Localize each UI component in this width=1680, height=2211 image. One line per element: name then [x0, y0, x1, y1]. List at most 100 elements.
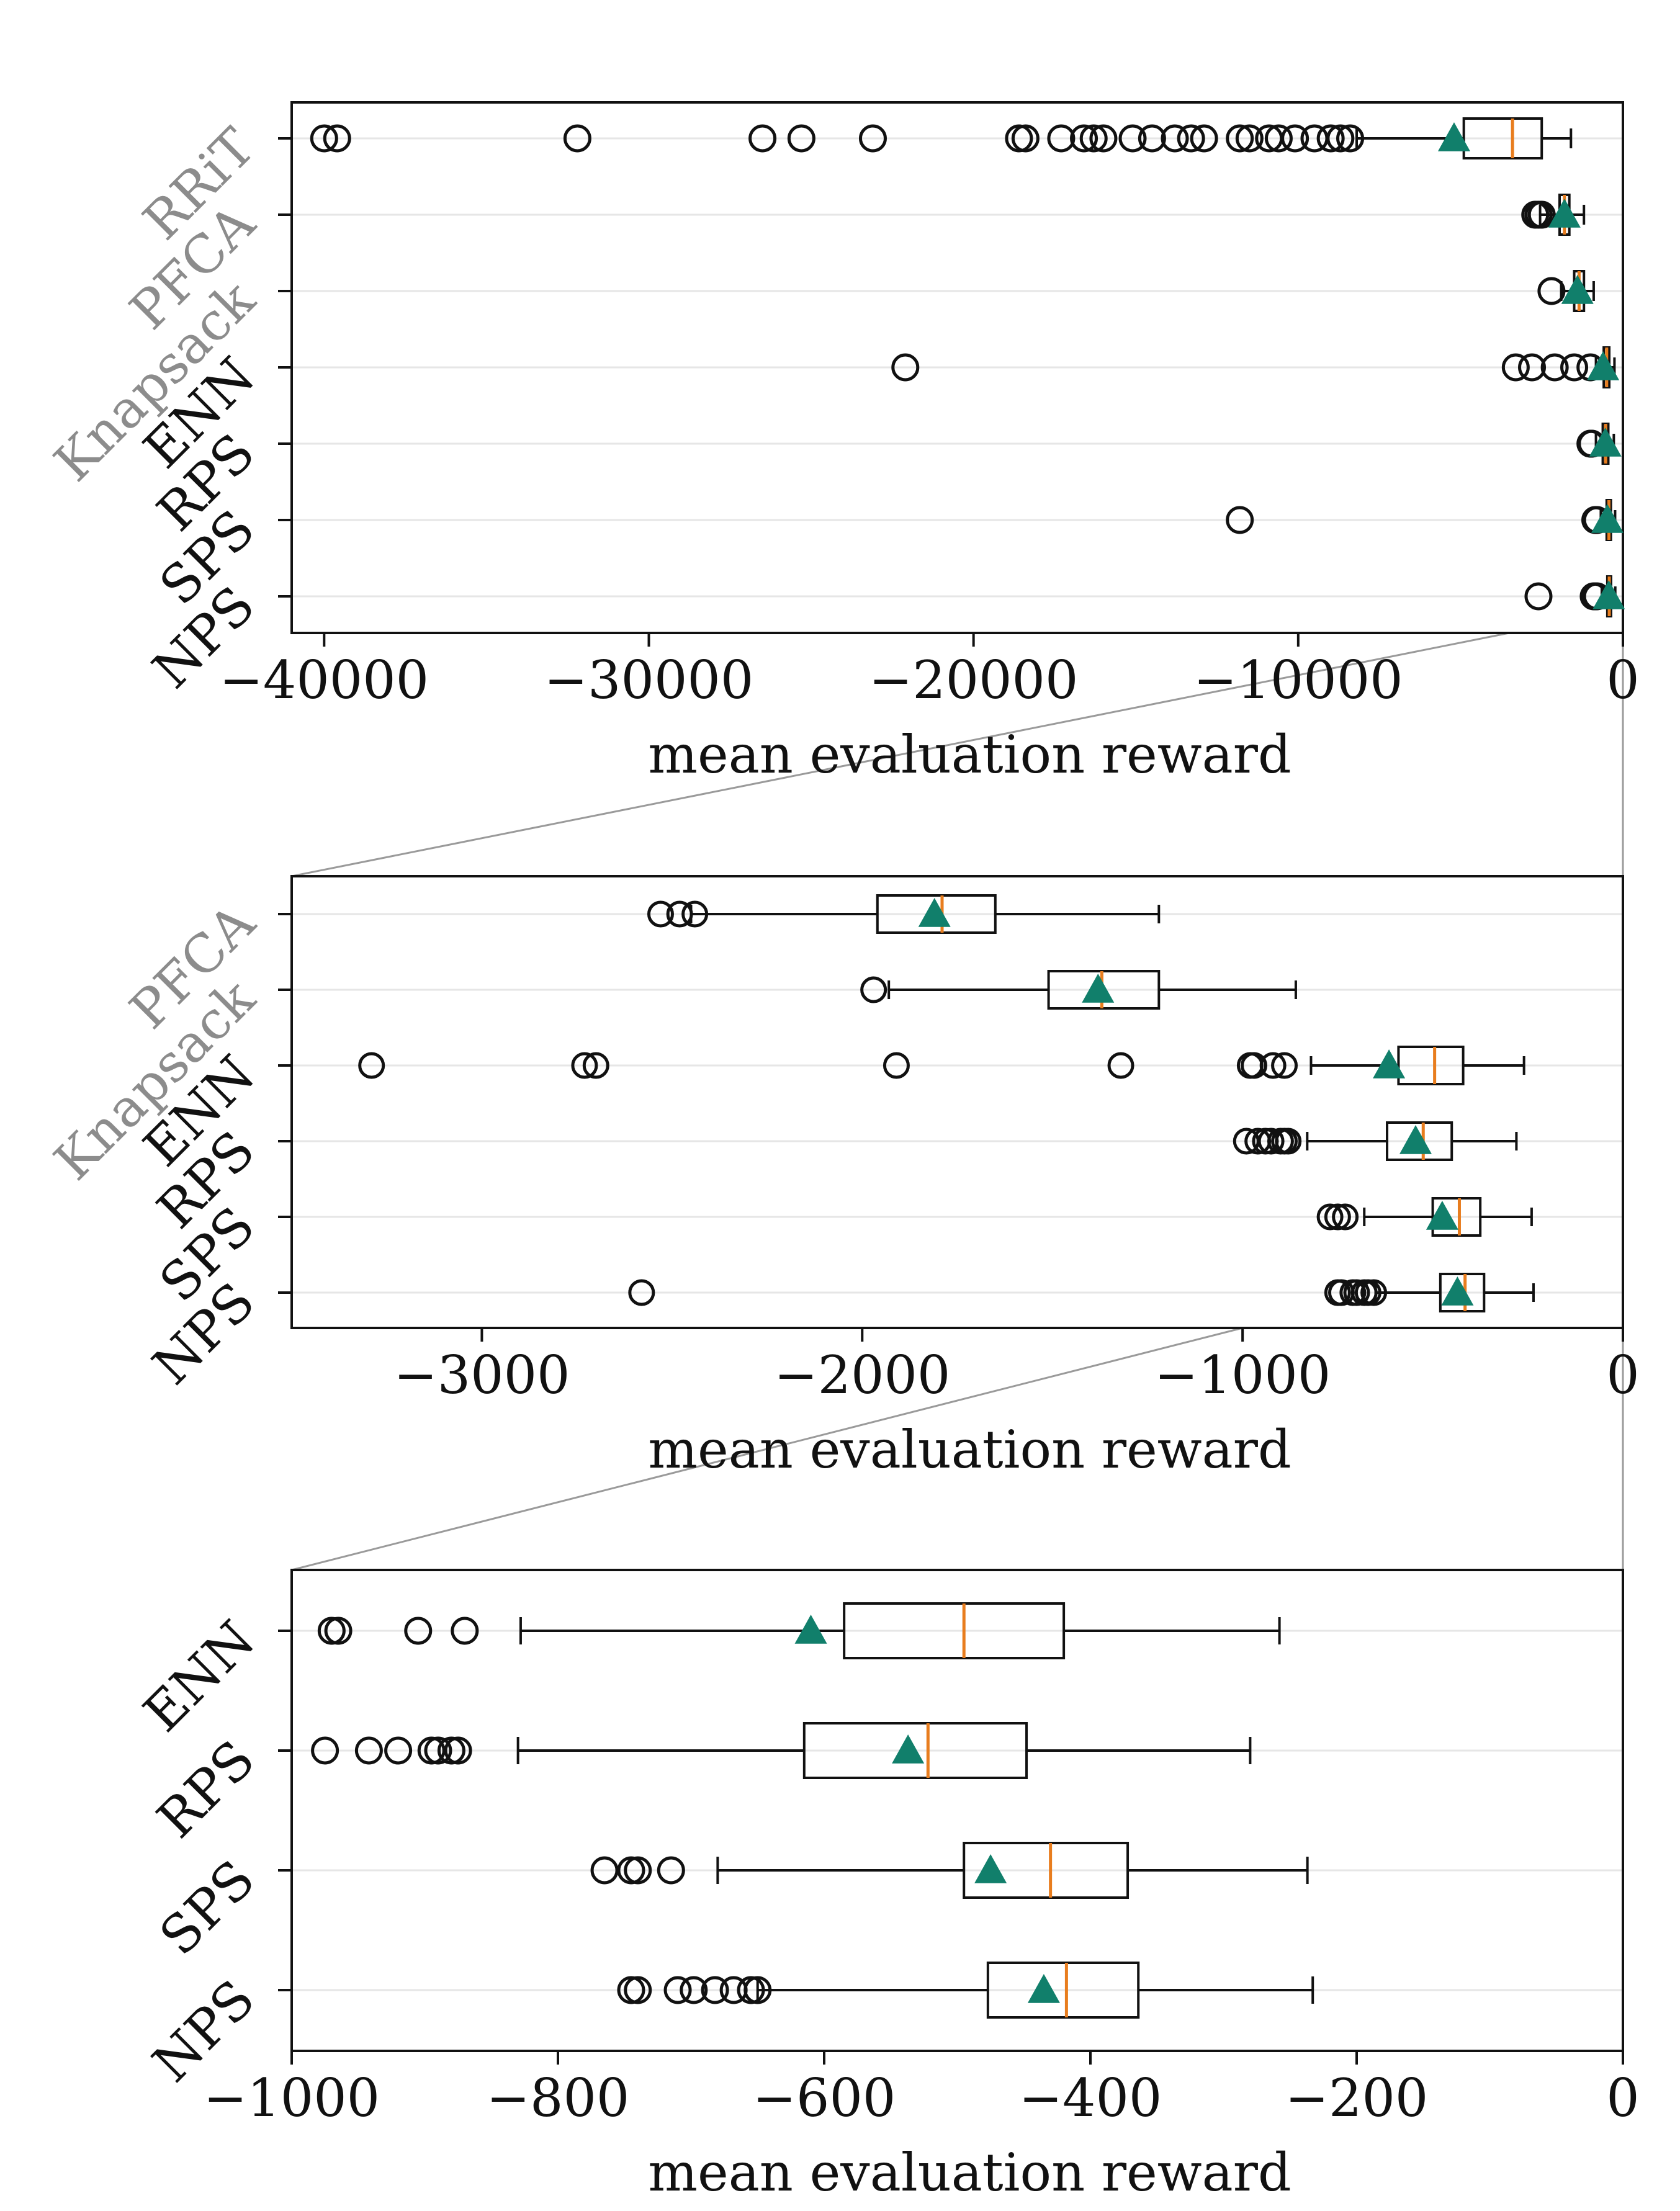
iqr-box: [1431, 1197, 1482, 1237]
y-tick-label: ENN: [132, 1609, 267, 1744]
outlier-point: [743, 1976, 772, 2004]
mean-marker: [1591, 504, 1624, 533]
outlier-point: [424, 1736, 452, 1765]
x-axis-label: mean evaluation reward: [648, 1419, 1291, 1480]
box-sps: SPS: [148, 1195, 1533, 1313]
outlier-point: [1089, 124, 1118, 153]
box-rrit: RRiT: [132, 117, 1573, 251]
outlier-point: [1257, 1128, 1285, 1155]
mean-marker: [1589, 428, 1622, 457]
box-enn: ENN: [132, 1044, 1525, 1178]
x-axis-label: mean evaluation reward: [648, 724, 1291, 785]
outlier-point: [1047, 124, 1076, 153]
outlier-point: [617, 1856, 645, 1885]
outlier-point: [624, 1976, 652, 2004]
x-tick-label: −2000: [774, 1345, 950, 1406]
mean-marker: [1437, 122, 1470, 151]
outlier-point: [582, 1052, 609, 1079]
x-tick-label: −40000: [220, 650, 429, 711]
box-rps: RPS: [145, 422, 1622, 543]
outlier-point: [883, 1052, 910, 1079]
x-tick-label: −600: [753, 2068, 896, 2128]
outlier-point: [701, 1976, 729, 2004]
box-sps: SPS: [148, 1842, 1309, 1967]
mean-marker: [1548, 199, 1581, 228]
outlier-point: [1501, 353, 1530, 382]
zoom-connector-left: [291, 1327, 1243, 1571]
outlier-point: [404, 1617, 433, 1645]
outlier-point: [858, 124, 887, 153]
iqr-box: [876, 894, 997, 934]
x-tick-label: −1000: [1154, 1345, 1331, 1406]
outlier-point: [647, 900, 674, 928]
outlier-point: [358, 1052, 385, 1079]
outlier-point: [1540, 353, 1569, 382]
outlier-point: [1011, 124, 1040, 153]
outlier-point: [1070, 124, 1098, 153]
outlier-point: [590, 1856, 619, 1885]
outlier-point: [1005, 124, 1033, 153]
outlier-point: [1107, 1052, 1134, 1079]
iqr-box: [1462, 117, 1543, 159]
mean-marker: [794, 1615, 827, 1644]
outlier-point: [681, 900, 709, 928]
outlier-point: [1518, 353, 1547, 382]
outlier-point: [657, 1856, 685, 1885]
iqr-box: [802, 1722, 1028, 1779]
outlier-point: [571, 1052, 598, 1079]
mean-marker: [918, 898, 951, 927]
mean-marker: [1082, 974, 1115, 1003]
boxplot-panel-3: −1000 −800 −600 −400 −200 0 mean evaluation re…: [132, 1569, 1640, 2203]
outlier-point: [1177, 124, 1205, 153]
outlier-point: [737, 1976, 765, 2004]
mean-marker: [1561, 275, 1594, 304]
iqr-box: [1439, 1273, 1486, 1312]
box-enn: ENN: [132, 1602, 1281, 1744]
outlier-point: [787, 124, 815, 153]
outlier-point: [317, 1617, 346, 1645]
x-tick-label: −10000: [1193, 650, 1403, 711]
mean-marker: [974, 1854, 1007, 1883]
mean-marker: [1426, 1201, 1458, 1230]
outlier-point: [1235, 124, 1264, 153]
mean-marker: [1587, 351, 1620, 380]
outlier-point: [666, 900, 693, 928]
outlier-point: [1537, 277, 1566, 305]
outlier-point: [1527, 200, 1556, 229]
outlier-point: [860, 976, 887, 1003]
y-tick-label: RPS: [145, 1729, 266, 1850]
outlier-point: [1118, 124, 1147, 153]
outlier-point: [1264, 124, 1293, 153]
outlier-point: [1316, 124, 1345, 153]
outlier-point: [624, 1856, 652, 1885]
outlier-point: [323, 124, 351, 153]
x-tick-label: −800: [487, 2068, 630, 2128]
x-tick-label: 0: [1606, 2068, 1639, 2128]
panels: −40000 −3000 0 −20000 −10000 0 mean evaluation…: [43, 101, 1640, 2203]
outlier-point: [324, 1617, 353, 1645]
outlier-point: [1326, 124, 1355, 153]
box-rps: RPS: [145, 1722, 1252, 1850]
outlier-point: [663, 1976, 692, 2004]
outlier-point: [1190, 124, 1218, 153]
x-tick-label: −3000: [393, 1345, 570, 1406]
box-rps: RPS: [145, 1119, 1518, 1240]
outlier-point: [1524, 582, 1553, 611]
outlier-point: [1316, 1203, 1344, 1231]
x-axis-label: mean evaluation reward: [648, 2142, 1291, 2203]
iqr-box: [986, 1962, 1140, 2019]
outlier-point: [451, 1617, 479, 1645]
x-tick-label: −20000: [869, 650, 1079, 711]
outlier-point: [1079, 124, 1108, 153]
iqr-box: [1386, 1121, 1453, 1161]
iqr-box: [1047, 970, 1161, 1010]
mean-marker: [1373, 1049, 1406, 1079]
outlier-point: [1138, 124, 1166, 153]
outlier-point: [1275, 1128, 1302, 1155]
outlier-point: [1324, 1203, 1351, 1231]
outlier-point: [1271, 1052, 1298, 1079]
x-tick-label: 0: [1606, 650, 1639, 711]
x-tick-label: −400: [1019, 2068, 1162, 2128]
outlier-point: [1259, 1052, 1287, 1079]
